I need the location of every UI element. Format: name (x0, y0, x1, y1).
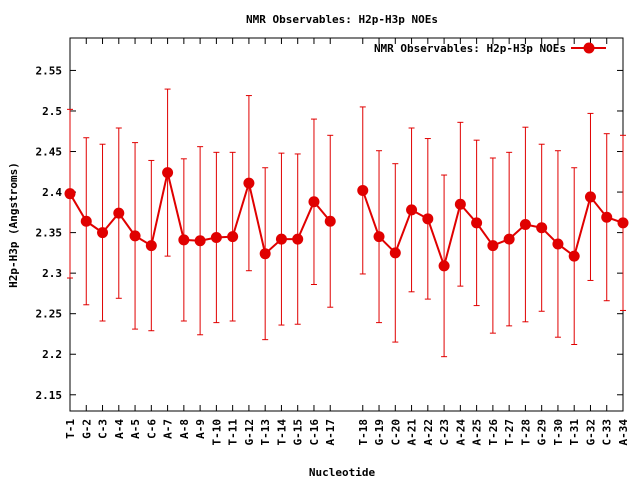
data-point (601, 211, 613, 223)
data-point (471, 217, 483, 229)
y-tick-label: 2.3 (42, 267, 62, 280)
y-tick-label: 2.15 (36, 389, 63, 402)
x-tick-label: G-2 (80, 419, 93, 439)
x-tick-label: A-21 (406, 419, 419, 446)
x-axis-label: Nucleotide (309, 466, 376, 479)
data-point (259, 248, 271, 260)
data-point (519, 219, 531, 230)
x-tick-label: G-12 (243, 419, 256, 446)
x-tick-label: T-26 (487, 419, 500, 446)
x-tick-label: T-27 (503, 419, 516, 446)
data-point (536, 222, 548, 234)
legend-label: NMR Observables: H2p-H3p NOEs (374, 42, 566, 55)
x-tick-label: A-25 (471, 419, 484, 446)
x-tick-label: A-7 (162, 419, 175, 439)
x-tick-label: T-1 (64, 419, 77, 439)
x-tick-label: T-31 (568, 419, 581, 446)
x-tick-label: A-34 (617, 419, 630, 446)
x-tick-label: C-33 (601, 419, 614, 446)
x-tick-label: A-22 (422, 419, 435, 446)
x-tick-label: G-32 (584, 419, 597, 446)
x-tick-label: T-11 (227, 419, 240, 446)
x-tick-label: A-5 (129, 419, 142, 439)
x-tick-label: C-20 (389, 419, 402, 446)
x-tick-label: T-30 (552, 419, 565, 446)
x-tick-label: G-29 (536, 419, 549, 446)
y-tick-label: 2.35 (36, 227, 63, 240)
x-tick-label: A-24 (454, 419, 467, 446)
data-point (324, 215, 336, 227)
legend: NMR Observables: H2p-H3p NOEs (374, 42, 606, 55)
data-point (389, 247, 401, 259)
data-point (454, 198, 466, 210)
data-point (145, 240, 157, 252)
data-point (194, 235, 206, 247)
data-point (275, 233, 287, 245)
data-point (487, 240, 499, 252)
data-point (129, 230, 141, 242)
data-point (406, 204, 418, 216)
x-tick-label: G-15 (292, 419, 305, 446)
data-point (113, 207, 125, 219)
data-points (64, 167, 629, 272)
data-point (503, 233, 515, 245)
x-tick-label: T-10 (210, 419, 223, 446)
x-tick-label: A-8 (178, 419, 191, 439)
y-tick-label: 2.55 (36, 64, 63, 77)
data-point (568, 250, 580, 262)
data-point (584, 191, 596, 203)
x-tick-label: A-4 (113, 419, 126, 439)
y-tick-label: 2.25 (36, 308, 63, 321)
data-point (227, 231, 239, 243)
y-tick-label: 2.5 (42, 105, 62, 118)
x-tick-label: T-14 (275, 419, 288, 446)
x-tick-label: C-16 (308, 419, 321, 446)
y-tick-label: 2.4 (42, 186, 62, 199)
x-tick-label: A-17 (324, 419, 337, 446)
y-tick-label: 2.45 (36, 146, 63, 159)
x-tick-label: T-28 (519, 419, 532, 446)
series-lines (69, 172, 624, 270)
x-tick-label: C-6 (145, 419, 158, 439)
x-tick-label: A-9 (194, 419, 207, 439)
data-point (552, 238, 564, 250)
y-axis-label: H2p-H3p (Angstroms) (7, 162, 20, 288)
x-tick-label: C-23 (438, 419, 451, 446)
data-point (617, 217, 629, 229)
data-point (292, 233, 304, 245)
x-tick-label: T-18 (357, 419, 370, 446)
x-axis: T-1 G-2 C-3 A-4 A-5 C-6 A-7 A-8 A-9 T-10 T-11 G-12 T… (64, 38, 630, 446)
x-tick-label: G-19 (373, 419, 386, 446)
data-point (422, 213, 434, 225)
legend-marker-swatch (583, 42, 595, 54)
y-axis: 2.15 2.2 2.25 2.3 2.35 2.4 2.45 2.5 2.55 (36, 64, 623, 402)
x-tick-label: T-13 (259, 419, 272, 446)
y-tick-label: 2.2 (42, 348, 62, 361)
data-point (64, 188, 76, 200)
data-point (178, 234, 190, 246)
data-point (80, 215, 92, 227)
data-point (357, 184, 369, 196)
data-point (243, 177, 255, 189)
data-point (438, 260, 450, 272)
data-point (97, 227, 109, 239)
data-point (373, 231, 385, 243)
data-point (162, 167, 174, 179)
data-point (308, 196, 320, 208)
x-tick-label: C-3 (97, 419, 110, 439)
chart-title: NMR Observables: H2p-H3p NOEs (246, 13, 438, 26)
data-point (210, 231, 222, 243)
